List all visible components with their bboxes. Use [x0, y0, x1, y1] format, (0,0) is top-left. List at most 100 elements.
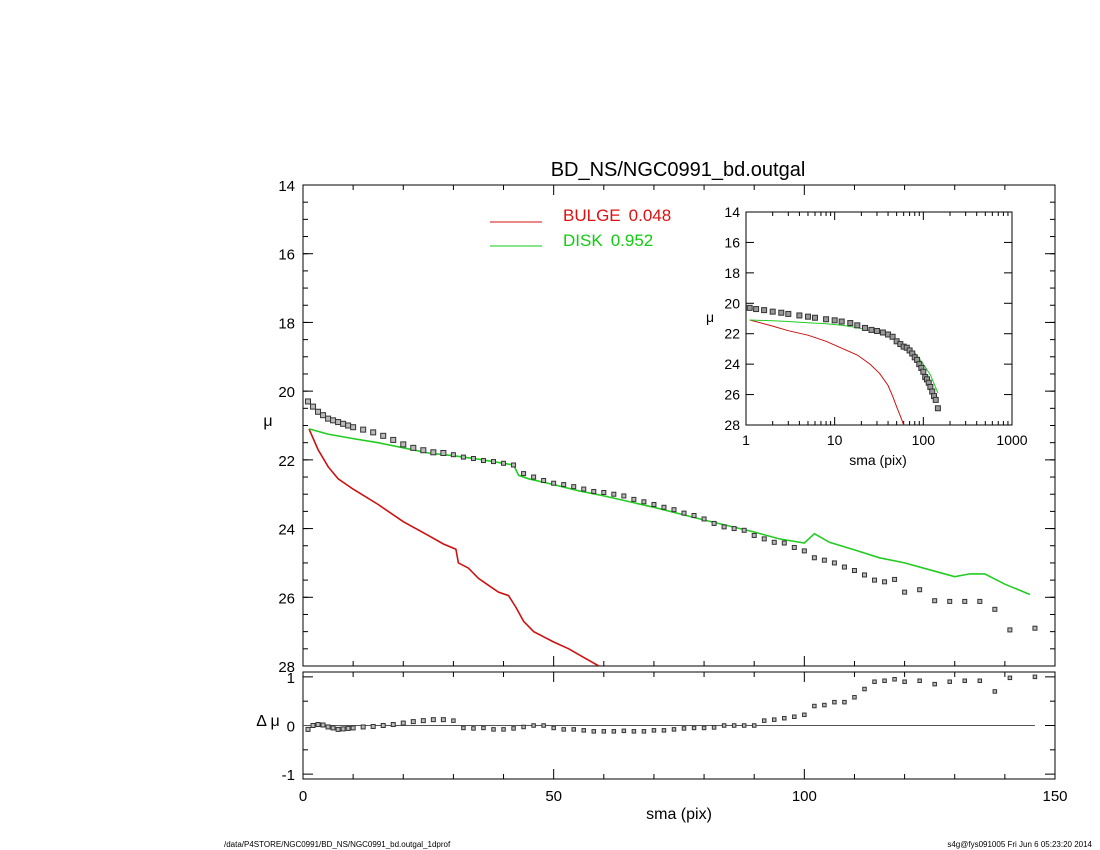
inset-data-point: [753, 306, 760, 313]
residual-y-axis-label: Δ μ: [256, 713, 279, 730]
inset-x-tick-label: 1: [742, 432, 750, 448]
inset-data-point: [838, 318, 845, 325]
residual-data-point: [701, 725, 707, 731]
main-data-point: [310, 403, 317, 410]
main-y-tick-label: 14: [278, 178, 295, 195]
residual-data-point: [651, 728, 657, 733]
main-series-line-disk: [308, 428, 1031, 596]
main-y-tick-label: 22: [278, 453, 295, 470]
x-tick-label: 0: [299, 788, 307, 805]
residual-data-point: [541, 723, 546, 728]
inset-y-tick-label: 24: [724, 356, 740, 372]
inset-data-point: [873, 327, 880, 334]
main-data-point: [541, 477, 547, 483]
main-data-point: [491, 459, 497, 465]
main-data-point: [791, 544, 797, 550]
main-data-point: [992, 606, 998, 612]
main-data-point: [947, 598, 953, 604]
inset-x-tick-label: 100: [912, 432, 936, 448]
main-y-tick-label: 28: [278, 659, 295, 676]
main-data-point: [370, 429, 377, 436]
residual-data-point: [691, 725, 697, 731]
inset-y-tick-label: 22: [724, 326, 740, 342]
main-series-group: [305, 398, 1038, 666]
inset-data-point: [823, 316, 830, 323]
main-data-point: [1032, 625, 1038, 631]
main-data-point: [551, 480, 557, 486]
main-data-point: [345, 422, 352, 429]
residual-data-point: [360, 724, 366, 730]
main-data-point: [470, 455, 476, 461]
inset-x-ticks: 1 10 100 1000: [742, 212, 1028, 448]
inset-data-point: [804, 313, 811, 320]
main-data-point: [315, 408, 322, 415]
residual-data-point: [782, 715, 787, 721]
main-data-point: [430, 449, 437, 456]
residual-data-point: [872, 679, 877, 684]
inset-data-point: [811, 314, 818, 321]
residual-data-point: [325, 724, 331, 730]
inset-data-point: [889, 333, 896, 340]
residual-data-point: [842, 699, 847, 705]
x-tick-label: 100: [792, 788, 817, 805]
residual-data-point: [581, 728, 586, 733]
main-data-point: [711, 520, 717, 526]
inset-data-point: [934, 405, 941, 412]
inset-series-line-bulge: [749, 319, 905, 425]
main-data-point: [501, 460, 507, 466]
inset-y-tick-label: 20: [724, 295, 740, 311]
main-data-point: [917, 587, 923, 593]
residual-data-point: [561, 727, 566, 732]
main-data-point: [410, 444, 417, 451]
residual-data-point: [320, 722, 326, 728]
inset-data-point: [879, 329, 886, 336]
residual-data-point: [812, 703, 817, 709]
inset-data-point: [785, 310, 792, 317]
inset-data-point: [831, 317, 838, 324]
main-data-point: [581, 486, 587, 492]
residual-data-point: [310, 723, 316, 728]
main-data-point: [335, 419, 342, 426]
residual-data-point: [531, 723, 536, 728]
inset-x-tick-label: 1000: [996, 432, 1027, 448]
legend-label-bulge: BULGE 0.048: [563, 206, 671, 225]
residual-plot-panel: -101 0 50 100 150 Δ μ sma (pix): [256, 670, 1067, 823]
residual-data-point: [917, 678, 922, 684]
inset-plot-frame: [745, 211, 1013, 426]
residual-data-point: [947, 679, 952, 684]
main-data-point: [731, 526, 737, 532]
residual-data-point: [345, 725, 351, 731]
x-tick-label: 50: [545, 788, 562, 805]
residual-y-tick-label: 1: [287, 670, 295, 687]
residual-data-point: [631, 729, 637, 734]
main-data-point: [882, 579, 888, 585]
residual-data-point: [350, 725, 356, 731]
main-data-point: [631, 496, 637, 502]
main-data-point: [892, 576, 898, 582]
main-data-point: [701, 516, 707, 522]
residual-data-point: [315, 722, 321, 728]
residual-data-point: [932, 681, 937, 687]
main-data-point: [771, 539, 777, 545]
main-data-point: [511, 462, 517, 468]
main-data-point: [861, 572, 867, 578]
main-y-tick-label: 16: [278, 247, 295, 264]
residual-data-point: [611, 729, 617, 734]
main-y-axis-label: μ: [263, 413, 272, 430]
main-data-point: [611, 491, 617, 497]
residual-data-point: [521, 724, 526, 730]
main-data-point: [390, 436, 397, 443]
residual-y-tick-label: 0: [287, 719, 295, 736]
main-data-point: [872, 577, 878, 583]
main-data-point: [531, 474, 537, 480]
inset-data-point: [868, 326, 875, 333]
inset-y-axis-label: μ: [706, 309, 714, 325]
residual-data-point: [601, 729, 607, 734]
main-data-point: [681, 510, 687, 516]
residual-data-point: [340, 726, 346, 732]
residual-data-point: [862, 686, 867, 692]
main-data-point: [651, 502, 657, 508]
residual-y-tick-label: -1: [282, 767, 295, 784]
residual-data-point: [977, 678, 983, 684]
inset-x-axis-label: sma (pix): [849, 452, 907, 468]
